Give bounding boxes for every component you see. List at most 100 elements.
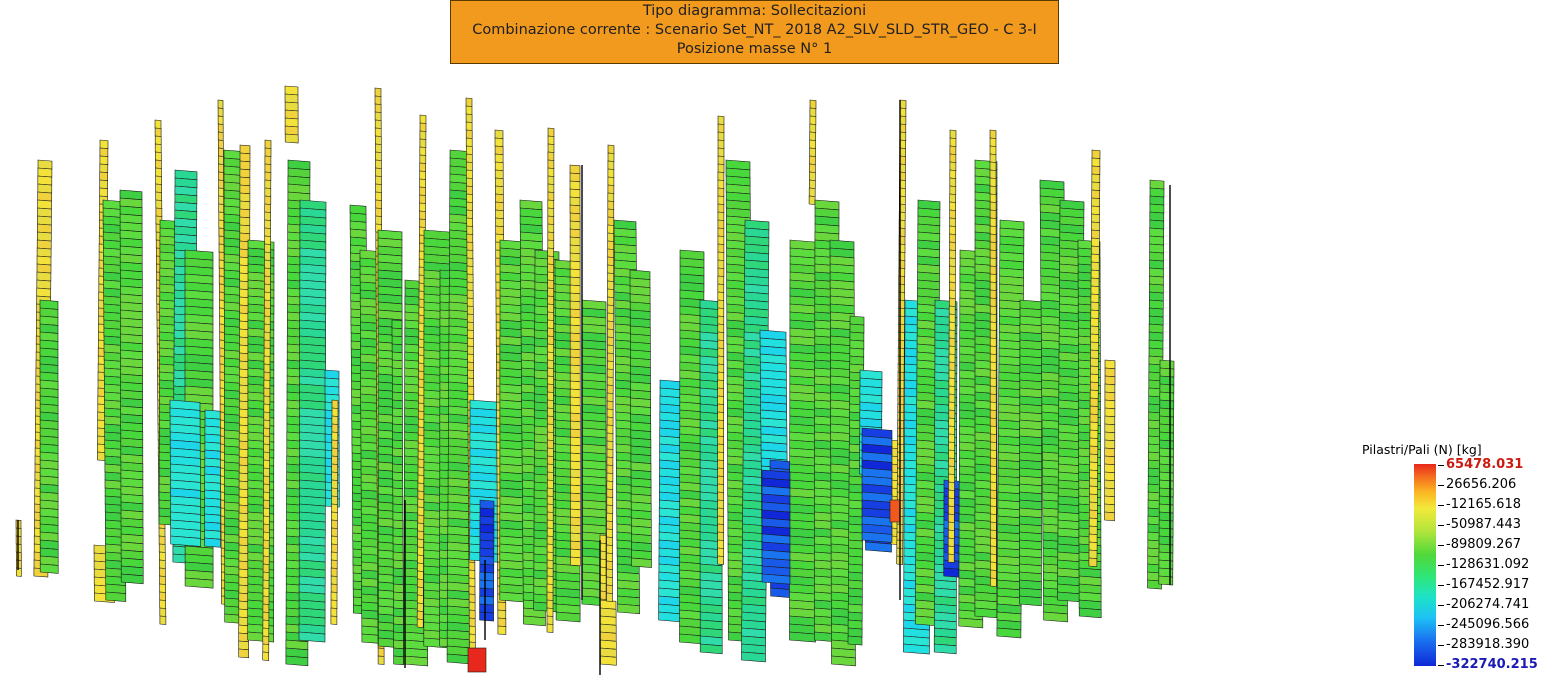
column-force-segment <box>600 655 617 666</box>
column-force-segment <box>989 153 997 163</box>
column-force-segment <box>547 239 555 249</box>
column-force-segment <box>1104 439 1116 450</box>
legend-value: -89809.267 <box>1446 537 1521 552</box>
column-force-segment <box>1043 611 1068 623</box>
column-force-segment <box>1149 243 1164 254</box>
column-force-segment <box>865 541 892 553</box>
column-force-segment <box>1158 527 1174 538</box>
column-force-segment <box>989 129 997 139</box>
axial-force-diagram[interactable] <box>0 70 1200 688</box>
column-force-segment <box>717 235 725 245</box>
column-force-segment <box>949 145 957 155</box>
column-force-segment <box>158 527 166 537</box>
column-force-segment <box>699 643 723 655</box>
column-force-segment <box>848 539 863 550</box>
column-force-segment <box>155 151 162 161</box>
column-force-segment <box>468 633 476 643</box>
column-force-segment <box>479 515 495 526</box>
column-force-segment <box>1149 251 1164 262</box>
column-force-segment <box>1090 341 1099 351</box>
column-force-segment <box>467 385 475 395</box>
column-force-segment <box>849 355 865 366</box>
column-force-segment <box>607 192 615 202</box>
column-force-segment <box>1148 315 1164 326</box>
column-force-segment <box>374 127 382 137</box>
column-force-segment <box>263 315 271 325</box>
column-force-segment <box>393 631 404 642</box>
column-force-segment <box>15 551 22 561</box>
column-force-segment <box>848 507 864 518</box>
column-force-segment <box>809 139 816 149</box>
column-force-segment <box>989 425 997 435</box>
column-force-segment <box>330 575 338 585</box>
column-force-segment <box>606 512 614 522</box>
diagram-header: Tipo diagramma: Sollecitazioni Combinazi… <box>450 0 1059 64</box>
column-force-segment <box>239 208 251 219</box>
column-force-segment <box>717 523 724 533</box>
column-force-segment <box>262 571 270 581</box>
column-force-segment <box>1091 221 1100 231</box>
column-force-segment <box>263 291 271 301</box>
column-force-segment <box>989 273 997 283</box>
column-force-segment <box>391 375 403 386</box>
column-force-segment <box>264 163 272 173</box>
column-force-segment <box>465 145 473 155</box>
column-force-segment <box>949 201 957 211</box>
column-force-segment <box>1089 445 1099 455</box>
column-force-segment <box>1090 373 1099 383</box>
column-force-segment <box>717 259 725 269</box>
column-force-segment <box>264 283 271 293</box>
column-force-segment <box>1158 519 1174 530</box>
column-force-segment <box>948 409 956 419</box>
column-force-segment <box>989 497 997 507</box>
column-force-segment <box>1089 421 1099 431</box>
column-force-segment <box>1104 431 1116 442</box>
column-force-segment <box>1090 285 1100 295</box>
column-force-segment <box>947 529 955 539</box>
column-force-segment <box>947 537 955 547</box>
column-force-segment <box>599 574 607 584</box>
column-force-segment <box>239 176 251 187</box>
column-force-segment <box>1090 277 1100 287</box>
column-force-segment <box>393 647 404 658</box>
column-force-segment <box>958 617 984 629</box>
column-force-segment <box>848 531 864 542</box>
legend-tick <box>1438 645 1444 646</box>
column-force-segment <box>547 151 555 161</box>
column-force-segment <box>479 555 495 566</box>
column-force-segment <box>903 643 930 655</box>
column-force-segment <box>239 216 251 227</box>
column-force-segment <box>1089 485 1098 495</box>
column-force-segment <box>263 395 271 405</box>
column-force-segment <box>331 455 339 465</box>
column-force-segment <box>392 479 404 490</box>
column-force-segment <box>546 463 554 473</box>
legend-tick <box>1438 525 1444 526</box>
column-force-segment <box>392 535 404 546</box>
column-force-segment <box>263 411 271 421</box>
column-force-segment <box>989 409 997 419</box>
column-force-segment <box>1090 261 1100 271</box>
column-force-segment <box>606 400 614 410</box>
column-force-segment <box>547 175 555 185</box>
legend-value: -206274.741 <box>1446 597 1530 612</box>
column-force-segment <box>717 531 724 541</box>
column-force-segment <box>284 133 299 144</box>
column-force-segment <box>15 543 22 553</box>
column-force-segment <box>466 297 474 307</box>
column-force-segment <box>948 481 955 491</box>
column-force-segment <box>547 215 555 225</box>
column-force-segment <box>1091 237 1100 247</box>
column-force-segment <box>570 516 581 527</box>
column-force-segment <box>264 211 272 221</box>
column-force-segment <box>238 560 250 571</box>
column-force-segment <box>467 377 475 387</box>
column-force-segment <box>546 479 554 489</box>
column-force-segment <box>546 567 554 577</box>
column-force-segment <box>375 159 382 169</box>
column-force-segment <box>1088 541 1098 551</box>
column-force-segment <box>479 595 494 606</box>
column-force-segment <box>263 371 271 381</box>
column-force-segment <box>99 155 109 165</box>
column-force-segment <box>547 375 554 385</box>
